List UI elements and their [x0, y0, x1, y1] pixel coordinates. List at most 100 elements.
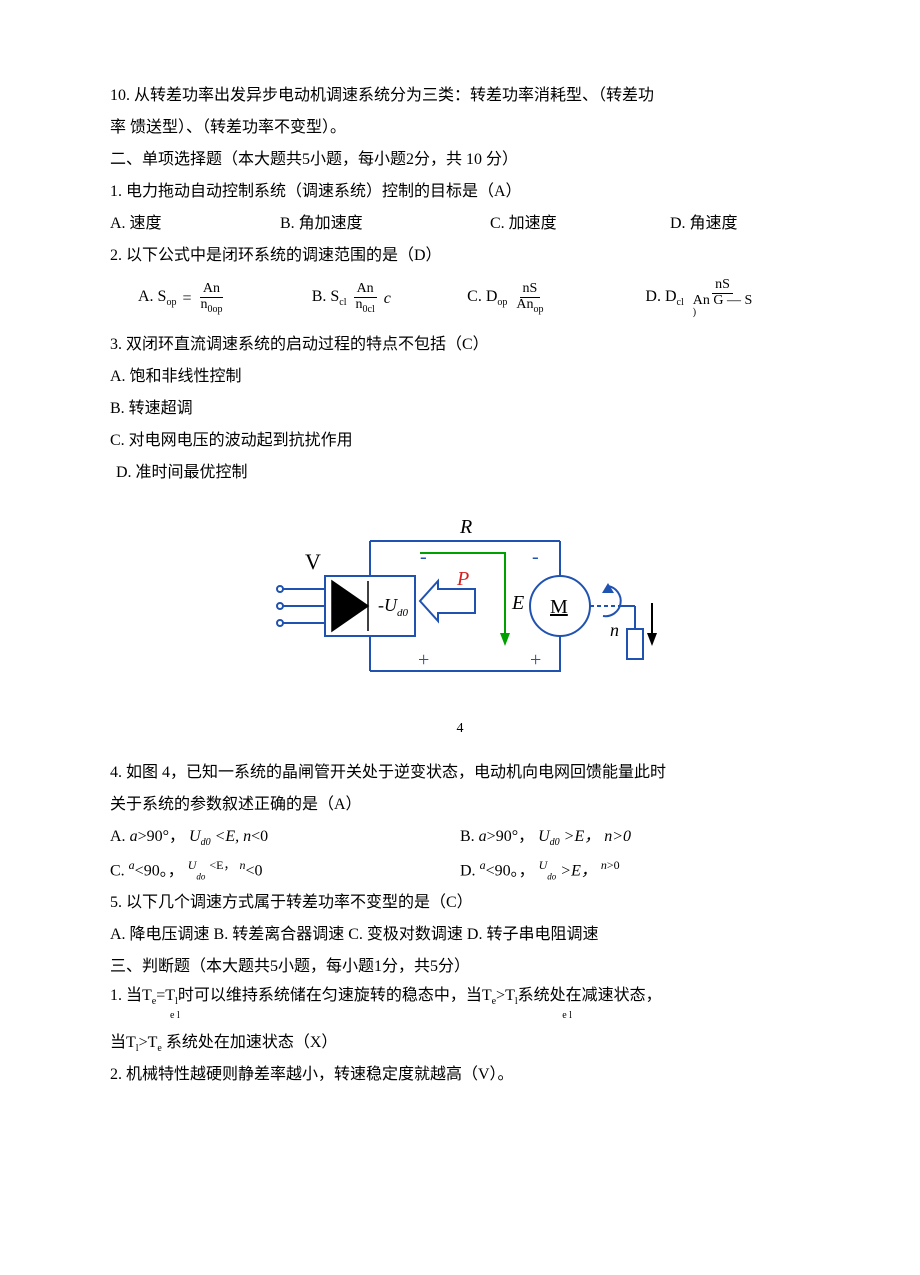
q2C-num: nS	[520, 282, 541, 298]
s3q1-tail1: 系统处在减速状态，	[518, 987, 662, 1004]
polarity-minus-1: -	[420, 546, 427, 568]
circuit-diagram: V -Ud0 R - - + + P E M	[260, 501, 660, 701]
q4-optA: A. a>90°， Ud0 <E, n<0	[110, 821, 460, 853]
q4A-pre: A.	[110, 828, 130, 845]
q4A-tail: >90°，	[138, 828, 185, 845]
q4-optD: D. a<90。， Udo >E， n>0	[460, 853, 810, 887]
label-V: V	[305, 549, 321, 574]
q3-optD: D. 准时间最优控制	[110, 457, 810, 489]
figure-4-caption: 4	[110, 715, 810, 743]
q4B-tail: >90°，	[487, 828, 534, 845]
s3q1-sublineA: e l	[170, 1010, 180, 1021]
label-R: R	[459, 516, 472, 538]
q4C-usub: do	[196, 872, 205, 882]
q2B-frac: An n0cl	[353, 282, 378, 315]
label-Ud0: -U	[378, 595, 398, 615]
q4B-a: a	[479, 828, 487, 845]
label-n: n	[610, 620, 619, 640]
q3-optB: B. 转速超调	[110, 393, 810, 425]
q2A-num: An	[200, 282, 223, 298]
q2A-sub: op	[166, 298, 176, 309]
q2B-tail: c	[384, 289, 391, 308]
q2-options: A. Sop = An n0op B. Scl An n0cl c C. Dop…	[110, 278, 810, 319]
q2-optA: A. Sop = An n0op	[138, 282, 312, 315]
q3-stem: 3. 双闭环直流调速系统的启动过程的特点不包括（C）	[110, 329, 810, 361]
s3q1-l2pre: 当T	[110, 1034, 136, 1051]
q2A-label: A. S	[138, 288, 166, 305]
section2-heading: 二、单项选择题（本大题共5小题，每小题2分，共 10 分）	[110, 144, 810, 176]
q10-line1: 10. 从转差功率出发异步电动机调速系统分为三类：转差功率消耗型、（转差功	[110, 80, 810, 112]
polarity-minus-2: -	[532, 546, 539, 568]
q4A-mid: <E, n	[215, 828, 252, 845]
q4D-u: U	[539, 858, 548, 872]
q4-row2: C. a<90。， Udo <E， n<0 D. a<90。， Udo >E， …	[110, 853, 810, 887]
q2C-label: C. D	[467, 288, 497, 305]
q2C-den: An	[516, 297, 533, 312]
q4D-tail: <90。，	[486, 862, 535, 879]
q4-optC: C. a<90。， Udo <E， n<0	[110, 853, 460, 887]
q5-stem: 5. 以下几个调速方式属于转差功率不变型的是（C）	[110, 887, 810, 919]
q4A-end: <0	[251, 828, 268, 845]
q3-optC: C. 对电网电压的波动起到抗扰作用	[110, 425, 810, 457]
q2C-sub: op	[497, 298, 507, 309]
q4C-mid: <E，	[209, 858, 235, 872]
q2A-eq: =	[182, 289, 191, 308]
label-M: M	[550, 596, 568, 618]
q2D-sub: cl	[677, 298, 684, 309]
q4D-pre: D.	[460, 862, 480, 879]
q4D-end: >0	[607, 858, 620, 872]
label-Ud0-sub: d0	[397, 607, 409, 619]
q5-opts: A. 降电压调速 B. 转差离合器调速 C. 变极对数调速 D. 转子串电阻调速	[110, 919, 810, 951]
q4B-u: U	[538, 828, 550, 845]
q1-optC: C. 加速度	[490, 208, 670, 240]
q4C-end: <0	[245, 862, 262, 879]
s3-q1-l2: 当Tl>Te 系统处在加速状态（X）	[110, 1027, 810, 1059]
s3q1-pre1: 1. 当T	[110, 987, 152, 1004]
s3-q2: 2. 机械特性越硬则静差率越小，转速稳定度就越高（V）。	[110, 1059, 810, 1091]
q2-optC: C. Dop nS Anop	[467, 282, 645, 315]
q2B-num: An	[354, 282, 377, 298]
q4-row1: A. a>90°， Ud0 <E, n<0 B. a>90°， Ud0 >E， …	[110, 821, 810, 853]
q4C-tail: <90。，	[135, 862, 184, 879]
q4B-pre: B.	[460, 828, 479, 845]
s3q1-sublineB: e l	[562, 1010, 572, 1021]
s3q1-mid1: =T	[156, 987, 175, 1004]
s3-q1-subline: e l e l	[110, 1011, 810, 1021]
q2B-label: B. S	[312, 288, 340, 305]
q2D-tail: )	[693, 308, 753, 319]
q4A-usub: d0	[201, 837, 211, 848]
q2-optB: B. Scl An n0cl c	[312, 282, 467, 315]
q4A-a: a	[130, 828, 138, 845]
q1-optD: D. 角速度	[670, 208, 790, 240]
polarity-plus-2: +	[530, 649, 541, 671]
label-P: P	[456, 568, 469, 590]
q2-stem: 2. 以下公式中是闭环系统的调速范围的是（D）	[110, 240, 810, 272]
q2B-sub: cl	[339, 298, 346, 309]
q4C-u: U	[188, 858, 197, 872]
q4C-pre: C.	[110, 862, 129, 879]
q4-l1: 4. 如图 4，已知一系统的晶闸管开关处于逆变状态，电动机向电网回馈能量此时	[110, 757, 810, 789]
q4B-mid: >E， n	[564, 828, 613, 845]
q2D-frac: nS An G — S)	[690, 278, 756, 319]
s3-q1-l1: 1. 当Te=Tl时可以维持系统储在匀速旋转的稳态中，当Te>Tl系统处在减速状…	[110, 983, 810, 1010]
q2D-label: D. D	[645, 288, 676, 305]
document-page: 10. 从转差功率出发异步电动机调速系统分为三类：转差功率消耗型、（转差功 率 …	[0, 0, 920, 1171]
s3q1-mid3: >T	[496, 987, 515, 1004]
q2C-frac: nS Anop	[513, 282, 546, 315]
q1-optB: B. 角加速度	[280, 208, 490, 240]
q10-line2: 率 馈送型）、（转差功率不变型）。	[110, 112, 810, 144]
q1-options: A. 速度 B. 角加速度 C. 加速度 D. 角速度	[110, 208, 810, 240]
q4D-usub: do	[547, 872, 556, 882]
q2A-frac: An n0op	[197, 282, 225, 315]
s3q1-mid2: 时可以维持系统储在匀速旋转的稳态中，当T	[178, 987, 492, 1004]
polarity-plus-1: +	[418, 649, 429, 671]
q2B-den: n	[356, 297, 363, 312]
q2D-den: An G — S	[693, 293, 753, 308]
s3q1-l2mid: >T	[139, 1034, 158, 1051]
q3-optA: A. 饱和非线性控制	[110, 361, 810, 393]
q4A-u: U	[189, 828, 201, 845]
q2D-num: nS	[712, 278, 733, 294]
q1-stem: 1. 电力拖动自动控制系统（调速系统）控制的目标是（A）	[110, 176, 810, 208]
q4-l2: 关于系统的参数叙述正确的是（A）	[110, 789, 810, 821]
q2-optD: D. Dcl nS An G — S)	[645, 278, 810, 319]
